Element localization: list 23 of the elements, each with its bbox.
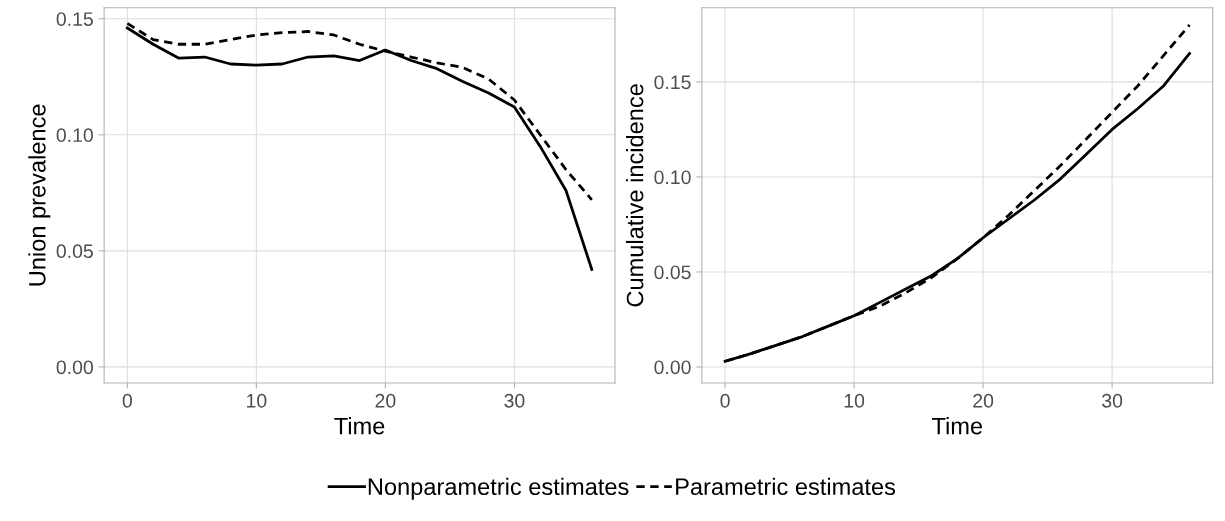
y-tick-label: 0.10 <box>654 170 691 185</box>
y-tick-label: 0.10 <box>56 128 93 143</box>
x-tick-label: 30 <box>1102 393 1123 408</box>
y-tick-label: 0.15 <box>56 12 93 26</box>
y-tick-label: 0.15 <box>654 75 691 90</box>
y-axis-title: Cumulative incidence <box>626 84 644 307</box>
y-tick-label: 0.00 <box>56 360 93 375</box>
y-tick-label: 0.00 <box>654 360 691 375</box>
legend-label: Parametric estimates <box>676 477 896 496</box>
y-axis-title: Union prevalence <box>28 104 51 286</box>
x-tick-label: 20 <box>375 393 396 408</box>
x-tick-label: 0 <box>720 393 730 408</box>
y-tick-label: 0.05 <box>654 265 691 280</box>
x-tick-label: 20 <box>973 393 994 408</box>
x-tick-label: 10 <box>247 393 267 408</box>
x-tick-label: 30 <box>504 393 525 408</box>
x-tick-label: 10 <box>844 393 865 408</box>
y-tick-label: 0.05 <box>56 244 93 259</box>
line-series <box>125 26 594 271</box>
legend-label: Nonparametric estimates <box>368 477 629 500</box>
x-axis-title: Time <box>932 417 983 435</box>
x-axis-title: Time <box>334 417 385 435</box>
x-tick-label: 0 <box>122 393 132 408</box>
